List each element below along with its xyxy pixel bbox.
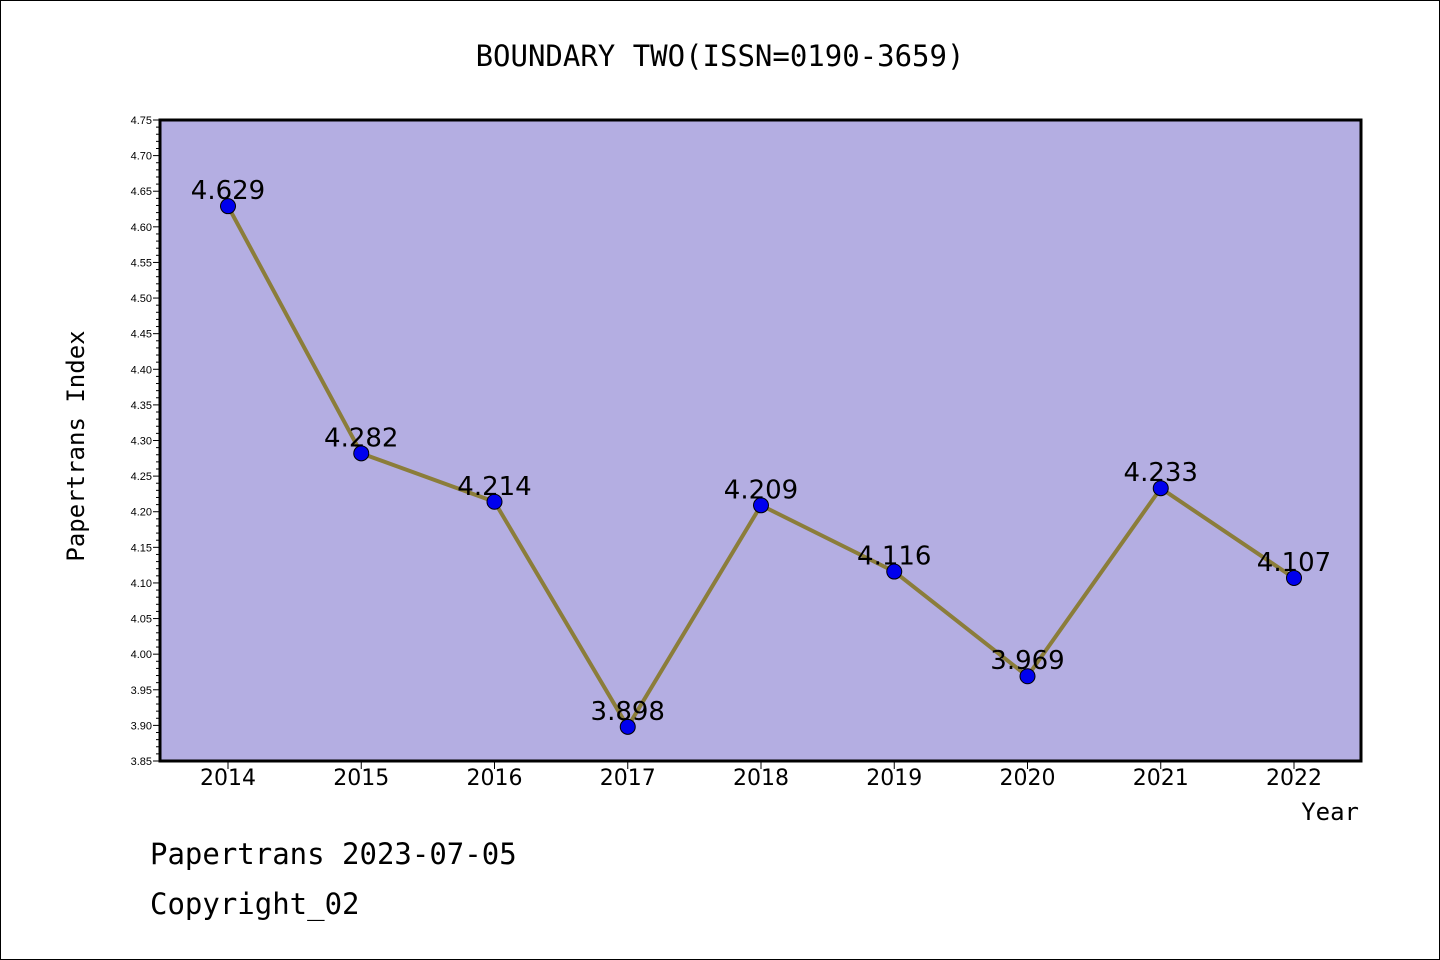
y-tick-label: 4.55 — [131, 257, 152, 269]
data-point — [886, 563, 903, 580]
x-axis-ticks: 2014 2015 2016 2017 2018 2019 2020 2021 2022 — [200, 761, 1322, 791]
x-tick-label: 2019 — [866, 766, 922, 791]
footer-date: Papertrans 2023-07-05 — [150, 837, 517, 871]
data-point — [619, 718, 636, 735]
chart-title: BOUNDARY TWO(ISSN=0190-3659) — [476, 39, 965, 73]
x-tick-label: 2021 — [1133, 766, 1189, 791]
data-point — [353, 445, 370, 462]
y-tick-label: 4.25 — [131, 471, 152, 483]
y-tick-label: 4.05 — [131, 614, 152, 626]
y-tick-label: 3.90 — [131, 720, 152, 732]
y-tick-label: 4.60 — [131, 222, 152, 234]
y-tick-label: 3.95 — [131, 685, 152, 697]
y-tick-label: 4.65 — [131, 186, 152, 198]
y-tick-label: 4.20 — [131, 507, 152, 519]
data-point — [220, 198, 236, 215]
y-tick-label: 4.45 — [131, 329, 152, 341]
x-tick-label: 2017 — [600, 766, 656, 791]
data-labels-group: 4.629 4.282 4.214 3.898 4.209 4.116 3.969 4.233… — [191, 176, 1331, 727]
y-tick-label: 4.75 — [131, 115, 152, 127]
x-tick-label: 2016 — [467, 766, 523, 791]
y-tick-label: 4.15 — [131, 542, 152, 554]
footer-copyright: Copyright_02 — [150, 887, 360, 922]
data-label: 3.969 — [990, 646, 1064, 676]
data-label: 4.282 — [324, 423, 398, 453]
data-label: 4.214 — [457, 472, 531, 502]
y-axis-ticks: 3.85 3.90 3.95 4.00 4.05 4.10 4.15 4.20 4.25 4.30… — [131, 115, 160, 768]
data-point — [1152, 480, 1169, 497]
y-tick-label: 4.10 — [131, 578, 152, 590]
data-label: 4.209 — [724, 475, 798, 505]
x-tick-label: 2014 — [200, 766, 256, 791]
y-tick-label: 4.40 — [131, 364, 152, 376]
data-label: 4.107 — [1257, 548, 1331, 578]
y-tick-label: 4.30 — [131, 436, 152, 448]
data-point — [753, 497, 769, 514]
series-group — [220, 198, 1302, 735]
y-tick-label: 3.85 — [131, 756, 152, 768]
y-tick-label: 4.50 — [131, 293, 152, 305]
data-point — [1286, 569, 1302, 586]
x-axis-label: Year — [1301, 798, 1359, 826]
y-tick-label: 4.00 — [131, 649, 152, 661]
data-label: 3.898 — [591, 697, 665, 727]
data-label: 4.233 — [1124, 458, 1198, 488]
y-tick-label: 4.35 — [131, 400, 152, 412]
data-point — [1019, 668, 1036, 685]
plot-area — [158, 118, 1363, 763]
x-tick-label: 2020 — [1000, 766, 1056, 791]
x-tick-label: 2015 — [333, 766, 389, 791]
y-axis-label: Papertrans Index — [62, 330, 90, 561]
data-point — [486, 493, 503, 510]
data-label: 4.629 — [191, 176, 265, 206]
y-tick-label: 4.70 — [131, 151, 152, 163]
data-label: 4.116 — [857, 542, 931, 572]
x-tick-label: 2022 — [1266, 766, 1322, 791]
x-tick-label: 2018 — [733, 766, 789, 791]
